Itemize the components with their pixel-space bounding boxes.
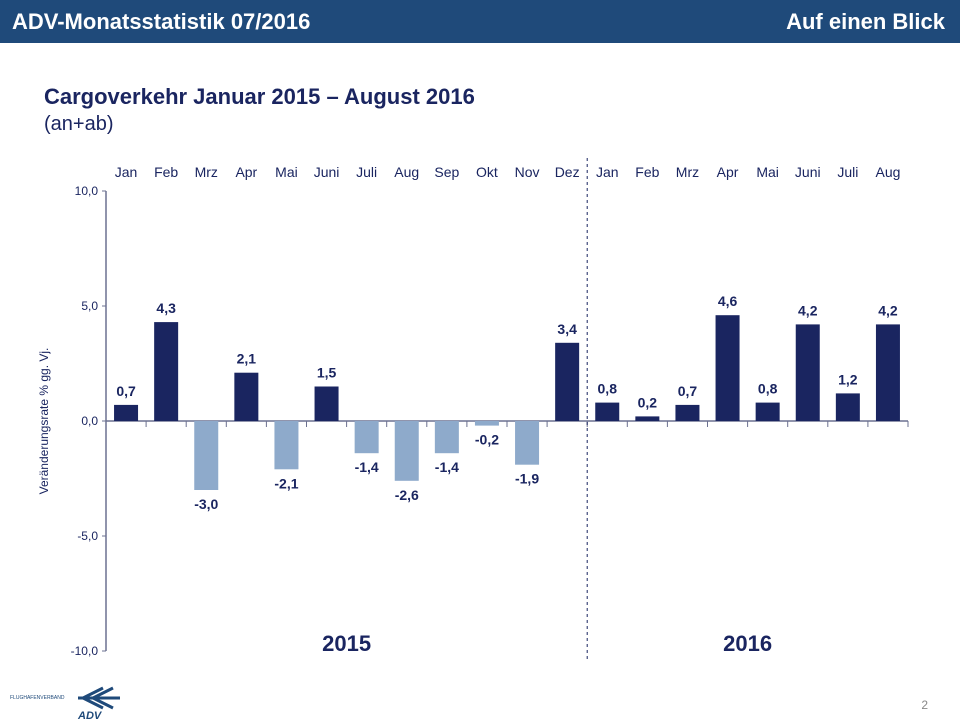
bar (835, 393, 860, 421)
adv-logo: FLUGHAFENVERBAND ADV (8, 680, 128, 725)
data-label: 0,8 (758, 381, 778, 397)
month-label: Jan (596, 164, 619, 180)
chart-subtitle: (an+ab) (44, 113, 114, 135)
data-label: -1,4 (355, 459, 379, 475)
data-label: 4,2 (798, 302, 818, 318)
data-label: 4,6 (718, 293, 738, 309)
bar (434, 421, 459, 454)
bar (114, 404, 139, 421)
bar (274, 421, 299, 470)
data-label: 0,2 (638, 394, 658, 410)
month-label: Mai (275, 164, 298, 180)
data-label: -2,1 (274, 475, 298, 491)
header-section: Auf einen Blick (786, 9, 945, 34)
chart-title: Cargoverkehr Januar 2015 – August 2016 (44, 84, 475, 109)
y-axis-label: Veränderungsrate % gg. Vj. (37, 348, 51, 495)
page-number: 2 (921, 698, 928, 712)
y-tick-label: 10,0 (75, 184, 99, 198)
bar (154, 322, 179, 421)
data-label: -1,9 (515, 471, 539, 487)
y-tick-label: -5,0 (77, 529, 98, 543)
bar (515, 421, 540, 465)
data-label: -3,0 (194, 496, 218, 512)
data-label: 0,7 (116, 383, 136, 399)
data-label: 1,5 (317, 365, 337, 381)
data-label: -1,4 (435, 459, 459, 475)
header-title: ADV-Monatsstatistik 07/2016 (12, 9, 311, 34)
month-label: Mai (756, 164, 779, 180)
bar (635, 416, 660, 421)
data-label: 2,1 (237, 351, 257, 367)
y-tick-label: 0,0 (81, 414, 98, 428)
month-label: Nov (515, 164, 540, 180)
month-label: Juli (356, 164, 377, 180)
bar (755, 402, 780, 421)
bar (194, 421, 219, 490)
month-label: Apr (235, 164, 257, 180)
month-label: Mrz (195, 164, 218, 180)
y-tick-label: 5,0 (81, 299, 98, 313)
bar (314, 386, 339, 421)
month-label: Feb (154, 164, 178, 180)
bar (595, 402, 620, 421)
month-label: Mrz (676, 164, 699, 180)
data-label: -2,6 (395, 487, 419, 503)
data-label: -0,2 (475, 432, 499, 448)
month-label: Aug (394, 164, 419, 180)
svg-text:ADV: ADV (77, 710, 103, 720)
month-label: Feb (635, 164, 659, 180)
month-label: Juni (314, 164, 340, 180)
month-label: Jan (115, 164, 138, 180)
bar (675, 404, 700, 421)
month-label: Aug (875, 164, 900, 180)
data-label: 0,8 (598, 381, 618, 397)
month-label: Dez (555, 164, 580, 180)
data-label: 3,4 (557, 321, 577, 337)
month-label: Sep (434, 164, 459, 180)
month-label: Okt (476, 164, 498, 180)
data-label: 1,2 (838, 371, 858, 387)
month-label: Juni (795, 164, 821, 180)
bar (394, 421, 419, 481)
bar (234, 372, 259, 421)
year-label-2016: 2016 (723, 631, 772, 656)
data-label: 0,7 (678, 383, 698, 399)
year-label-2015: 2015 (322, 631, 371, 656)
data-label: 4,3 (156, 300, 176, 316)
month-label: Juli (837, 164, 858, 180)
bar (555, 342, 580, 421)
bar (715, 315, 740, 421)
svg-text:FLUGHAFENVERBAND: FLUGHAFENVERBAND (10, 695, 65, 701)
month-label: Apr (717, 164, 739, 180)
data-label: 4,2 (878, 302, 898, 318)
bar (474, 421, 499, 426)
bar (354, 421, 379, 454)
header-bar: ADV-Monatsstatistik 07/2016 Auf einen Bl… (0, 0, 960, 43)
bar (795, 324, 820, 421)
bar (875, 324, 900, 421)
y-tick-label: -10,0 (71, 644, 99, 658)
